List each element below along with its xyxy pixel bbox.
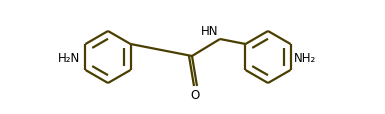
Text: NH₂: NH₂ [293,51,316,64]
Text: H₂N: H₂N [58,51,80,64]
Text: O: O [190,88,200,101]
Text: HN: HN [201,25,218,38]
